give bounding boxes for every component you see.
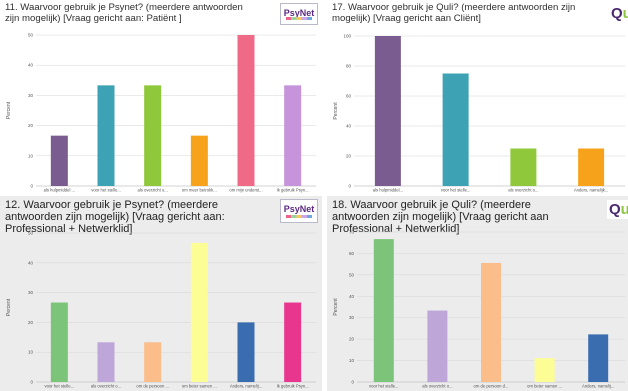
x-category-label: om meer betrokk... (182, 188, 217, 193)
chart-title: 17. Waarvoor gebruik je Quli? (meerdere … (332, 2, 576, 24)
bar (97, 85, 115, 186)
y-tick-label: 20 (349, 337, 355, 342)
y-tick-label: 0 (30, 380, 33, 385)
y-tick-label: 70 (349, 230, 355, 235)
bar-chart-17: 0 20 40 60 80 100 Percent als hulpmiddel... voor… (333, 34, 625, 193)
x-category-label: om mijn underst... (229, 188, 262, 193)
y-tick-label: 30 (28, 93, 34, 98)
y-tick-label: 60 (346, 94, 352, 99)
y-tick-label: 20 (346, 154, 352, 159)
bar (481, 262, 501, 382)
x-category-label: als overzicht o... (508, 188, 538, 193)
x-category-label: voor het stelle... (91, 188, 121, 193)
x-category-label: voor het stelle... (369, 384, 399, 389)
y-tick-label: 0 (30, 184, 33, 189)
y-tick-label: 50 (28, 231, 34, 236)
x-category-label: als hulpmiddel... (373, 188, 403, 193)
bar (50, 302, 68, 382)
x-category-label: als overzicht o... (138, 188, 168, 193)
y-tick-label: 80 (346, 64, 352, 69)
quli-logo-text: Quli (611, 5, 628, 22)
y-tick-label: 50 (349, 272, 355, 277)
x-category-label: Anders, namelij... (230, 384, 262, 389)
y-axis-label: Percent (6, 101, 12, 119)
y-tick-label: 0 (348, 184, 351, 189)
y-tick-label: 40 (28, 260, 34, 265)
bar (510, 148, 537, 186)
y-axis-label: Percent (333, 298, 339, 316)
quli-logo: Quli (609, 4, 628, 23)
x-category-label: voor het stelle... (441, 188, 471, 193)
y-axis-label: Percent (333, 102, 339, 120)
chart-panel-17: 17. Waarvoor gebruik je Quli? (meerdere … (327, 0, 628, 196)
chart-panel-12: 12. Waarvoor gebruik je Psynet? (meerder… (0, 196, 322, 391)
x-category-label: om beter samen ... (527, 384, 562, 389)
chart-panel-18: 18. Waarvoor gebruik je Quli? (meerdere … (327, 196, 628, 391)
bar (578, 148, 605, 186)
bar-chart-12: 0 10 20 30 40 50 Percent voor het stelle... als … (6, 231, 316, 389)
x-category-label: om de persoon ... (136, 384, 169, 389)
psynet-logo-text: PsyNet (283, 204, 315, 214)
y-tick-label: 30 (28, 290, 34, 295)
bar (427, 310, 448, 382)
bar (237, 322, 255, 382)
bar (190, 135, 208, 186)
y-tick-label: 60 (349, 251, 355, 256)
bar (237, 35, 255, 186)
x-category-label: Anders, namelijk... (574, 188, 608, 193)
bar (374, 36, 401, 186)
chart-title: 11. Waarvoor gebruik je Psynet? (meerder… (5, 2, 243, 24)
x-category-label: als hulpmiddel ... (44, 188, 75, 193)
bar (190, 242, 208, 382)
x-category-label: Ik gebruik Psyn... (277, 384, 309, 389)
bar (373, 239, 394, 382)
bar (284, 302, 302, 382)
y-axis-label: Percent (6, 298, 12, 316)
y-tick-label: 50 (28, 33, 34, 38)
y-tick-label: 40 (349, 294, 355, 299)
y-tick-label: 10 (349, 358, 355, 363)
y-tick-label: 0 (351, 380, 354, 385)
psynet-logo-text: PsyNet (283, 8, 315, 18)
y-tick-label: 30 (349, 315, 355, 320)
x-category-label: om de persoon d... (474, 384, 509, 389)
bar (284, 85, 302, 186)
y-tick-label: 10 (28, 153, 34, 158)
x-category-label: voor het stelle... (45, 384, 75, 389)
bar (144, 85, 162, 186)
psynet-logo-stripe (286, 17, 312, 20)
psynet-logo: PsyNet (280, 3, 318, 25)
bar (97, 342, 115, 382)
y-tick-label: 100 (343, 34, 351, 39)
x-category-label: om beter samen ... (182, 384, 217, 389)
bar-chart-11: 0 10 20 30 40 50 Percent als hulpmiddel ... voor… (6, 33, 316, 193)
y-tick-label: 40 (28, 63, 34, 68)
bar (588, 334, 609, 382)
bar (50, 135, 68, 186)
bar (442, 73, 469, 186)
y-tick-label: 10 (28, 350, 34, 355)
y-tick-label: 20 (28, 320, 34, 325)
x-category-label: Anders, namelij... (582, 384, 614, 389)
bar (534, 358, 555, 382)
x-category-label: als overzicht o... (422, 384, 452, 389)
chart-panel-11: 11. Waarvoor gebruik je Psynet? (meerder… (0, 0, 322, 196)
quli-logo-text: Quli (609, 201, 628, 218)
chart-title: 12. Waarvoor gebruik je Psynet? (meerder… (5, 199, 225, 235)
psynet-logo: PsyNet (280, 199, 318, 223)
psynet-logo-stripe (286, 215, 312, 218)
y-tick-label: 40 (346, 124, 352, 129)
x-category-label: Ik gebruik Psyn... (277, 188, 309, 193)
bar-chart-18: 0 10 20 30 40 50 60 70 Percent voor het stelle...… (333, 230, 625, 389)
y-tick-label: 20 (28, 123, 34, 128)
quli-logo: Quli (607, 200, 628, 219)
bar (144, 342, 162, 382)
x-category-label: als overzicht o... (91, 384, 121, 389)
